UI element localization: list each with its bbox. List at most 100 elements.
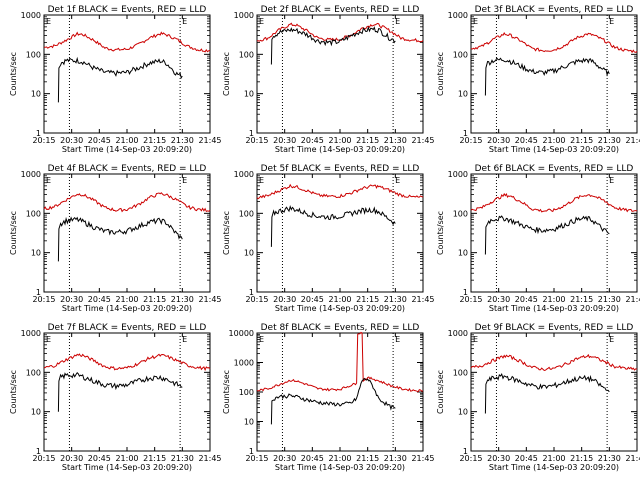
y-axis-label: Counts/sec	[9, 211, 18, 255]
panel-title: Det 3f BLACK = Events, RED = LLD	[475, 5, 634, 15]
x-tick-label: 21:30	[384, 295, 407, 304]
y-tick-label: 10	[31, 249, 41, 258]
x-tick-label: 20:15	[245, 454, 268, 463]
x-tick-label: 21:15	[143, 454, 166, 463]
x-tick-label: 21:45	[411, 454, 434, 463]
events-series-line	[484, 57, 610, 96]
x-axis-label: Start Time (14-Sep-03 20:09:20)	[489, 145, 619, 154]
y-tick-label: 100	[453, 50, 468, 59]
y-axis-label: Counts/sec	[9, 370, 18, 414]
y-tick-label: 10	[244, 418, 254, 427]
y-tick-label: 100	[239, 209, 254, 218]
x-tick-label: 21:30	[171, 454, 194, 463]
lld-series-line	[470, 192, 638, 213]
x-tick-label: 21:45	[198, 454, 221, 463]
plot-frame	[256, 14, 424, 134]
y-tick-label: 1	[249, 447, 254, 456]
panel-title: Det 2f BLACK = Events, RED = LLD	[261, 5, 420, 15]
y-tick-label: 1	[36, 288, 41, 297]
x-tick-label: 21:45	[625, 136, 640, 145]
eclipse-marker-right: E	[395, 335, 400, 344]
x-tick-label: 20:15	[459, 136, 482, 145]
x-tick-label: 20:15	[245, 136, 268, 145]
events-series-line	[57, 216, 183, 262]
x-tick-label: 21:45	[198, 295, 221, 304]
lld-series-line	[43, 353, 211, 372]
x-tick-label: 20:15	[32, 136, 55, 145]
x-tick-label: 21:15	[356, 295, 379, 304]
plot-frame	[43, 173, 211, 293]
eclipse-marker-right: E	[182, 335, 187, 344]
eclipse-marker-left: E	[46, 335, 51, 344]
x-axis-label: Start Time (14-Sep-03 20:09:20)	[62, 463, 192, 472]
y-tick-label: 100	[26, 209, 41, 218]
x-tick-label: 21:45	[411, 295, 434, 304]
y-tick-label: 100	[453, 368, 468, 377]
x-tick-label: 21:00	[115, 295, 138, 304]
x-axis-label: Start Time (14-Sep-03 20:09:20)	[489, 304, 619, 313]
x-tick-label: 20:15	[245, 295, 268, 304]
x-tick-label: 20:30	[273, 136, 296, 145]
x-tick-label: 21:30	[171, 136, 194, 145]
y-tick-label: 1	[249, 288, 254, 297]
y-tick-label: 10000	[229, 329, 254, 338]
y-tick-label: 1000	[448, 170, 468, 179]
x-tick-label: 21:00	[542, 136, 565, 145]
eclipse-marker-left: E	[46, 17, 51, 26]
panel-det-1: Det 1f BLACK = Events, RED = LLD 1 10 100 10…	[9, 5, 222, 154]
x-tick-label: 20:30	[60, 454, 83, 463]
y-tick-label: 1000	[448, 329, 468, 338]
events-series-line	[57, 56, 183, 103]
events-series-line	[484, 215, 610, 255]
events-series-line	[57, 372, 183, 412]
y-axis-label: Counts/sec	[436, 52, 445, 96]
eclipse-marker-left: E	[259, 335, 264, 344]
x-tick-label: 21:00	[115, 454, 138, 463]
panel-title: Det 6f BLACK = Events, RED = LLD	[475, 164, 634, 174]
x-tick-label: 21:30	[598, 454, 621, 463]
y-tick-label: 1000	[234, 170, 254, 179]
y-tick-label: 1	[463, 288, 468, 297]
eclipse-marker-right: E	[182, 17, 187, 26]
x-tick-label: 21:45	[625, 454, 640, 463]
y-tick-label: 1000	[234, 11, 254, 20]
x-tick-label: 20:45	[515, 454, 538, 463]
y-axis-label: Counts/sec	[9, 52, 18, 96]
y-axis-label: Counts/sec	[222, 211, 231, 255]
plot-frame	[43, 14, 211, 134]
x-tick-label: 21:45	[411, 136, 434, 145]
y-tick-label: 100	[453, 209, 468, 218]
x-tick-label: 21:00	[542, 295, 565, 304]
eclipse-marker-left: E	[46, 176, 51, 185]
events-series-line	[270, 204, 396, 247]
y-tick-label: 10	[458, 90, 468, 99]
panel-det-7: Det 7f BLACK = Events, RED = LLD 1 10 100 10…	[9, 323, 222, 472]
plot-frame	[470, 173, 638, 293]
plot-frame	[43, 332, 211, 452]
y-tick-label: 1000	[448, 11, 468, 20]
y-tick-label: 10	[244, 90, 254, 99]
x-tick-label: 21:00	[328, 454, 351, 463]
y-tick-label: 10	[31, 90, 41, 99]
eclipse-marker-right: E	[609, 176, 614, 185]
panel-det-9: Det 9f BLACK = Events, RED = LLD 1 10 100 10…	[436, 323, 640, 472]
x-tick-label: 21:30	[384, 136, 407, 145]
x-tick-label: 21:15	[570, 454, 593, 463]
eclipse-marker-right: E	[182, 176, 187, 185]
eclipse-marker-right: E	[609, 335, 614, 344]
x-tick-label: 21:15	[143, 295, 166, 304]
x-tick-label: 21:00	[328, 295, 351, 304]
x-tick-label: 20:30	[487, 454, 510, 463]
x-tick-label: 21:15	[143, 136, 166, 145]
y-tick-label: 1000	[21, 11, 41, 20]
y-tick-label: 1000	[234, 359, 254, 368]
y-axis-label: Counts/sec	[436, 370, 445, 414]
x-axis-label: Start Time (14-Sep-03 20:09:20)	[489, 463, 619, 472]
x-tick-label: 20:30	[60, 295, 83, 304]
x-tick-label: 20:45	[88, 136, 111, 145]
y-axis-label: Counts/sec	[222, 52, 231, 96]
y-tick-label: 1	[463, 129, 468, 138]
x-tick-label: 21:30	[384, 454, 407, 463]
x-tick-label: 20:15	[32, 295, 55, 304]
